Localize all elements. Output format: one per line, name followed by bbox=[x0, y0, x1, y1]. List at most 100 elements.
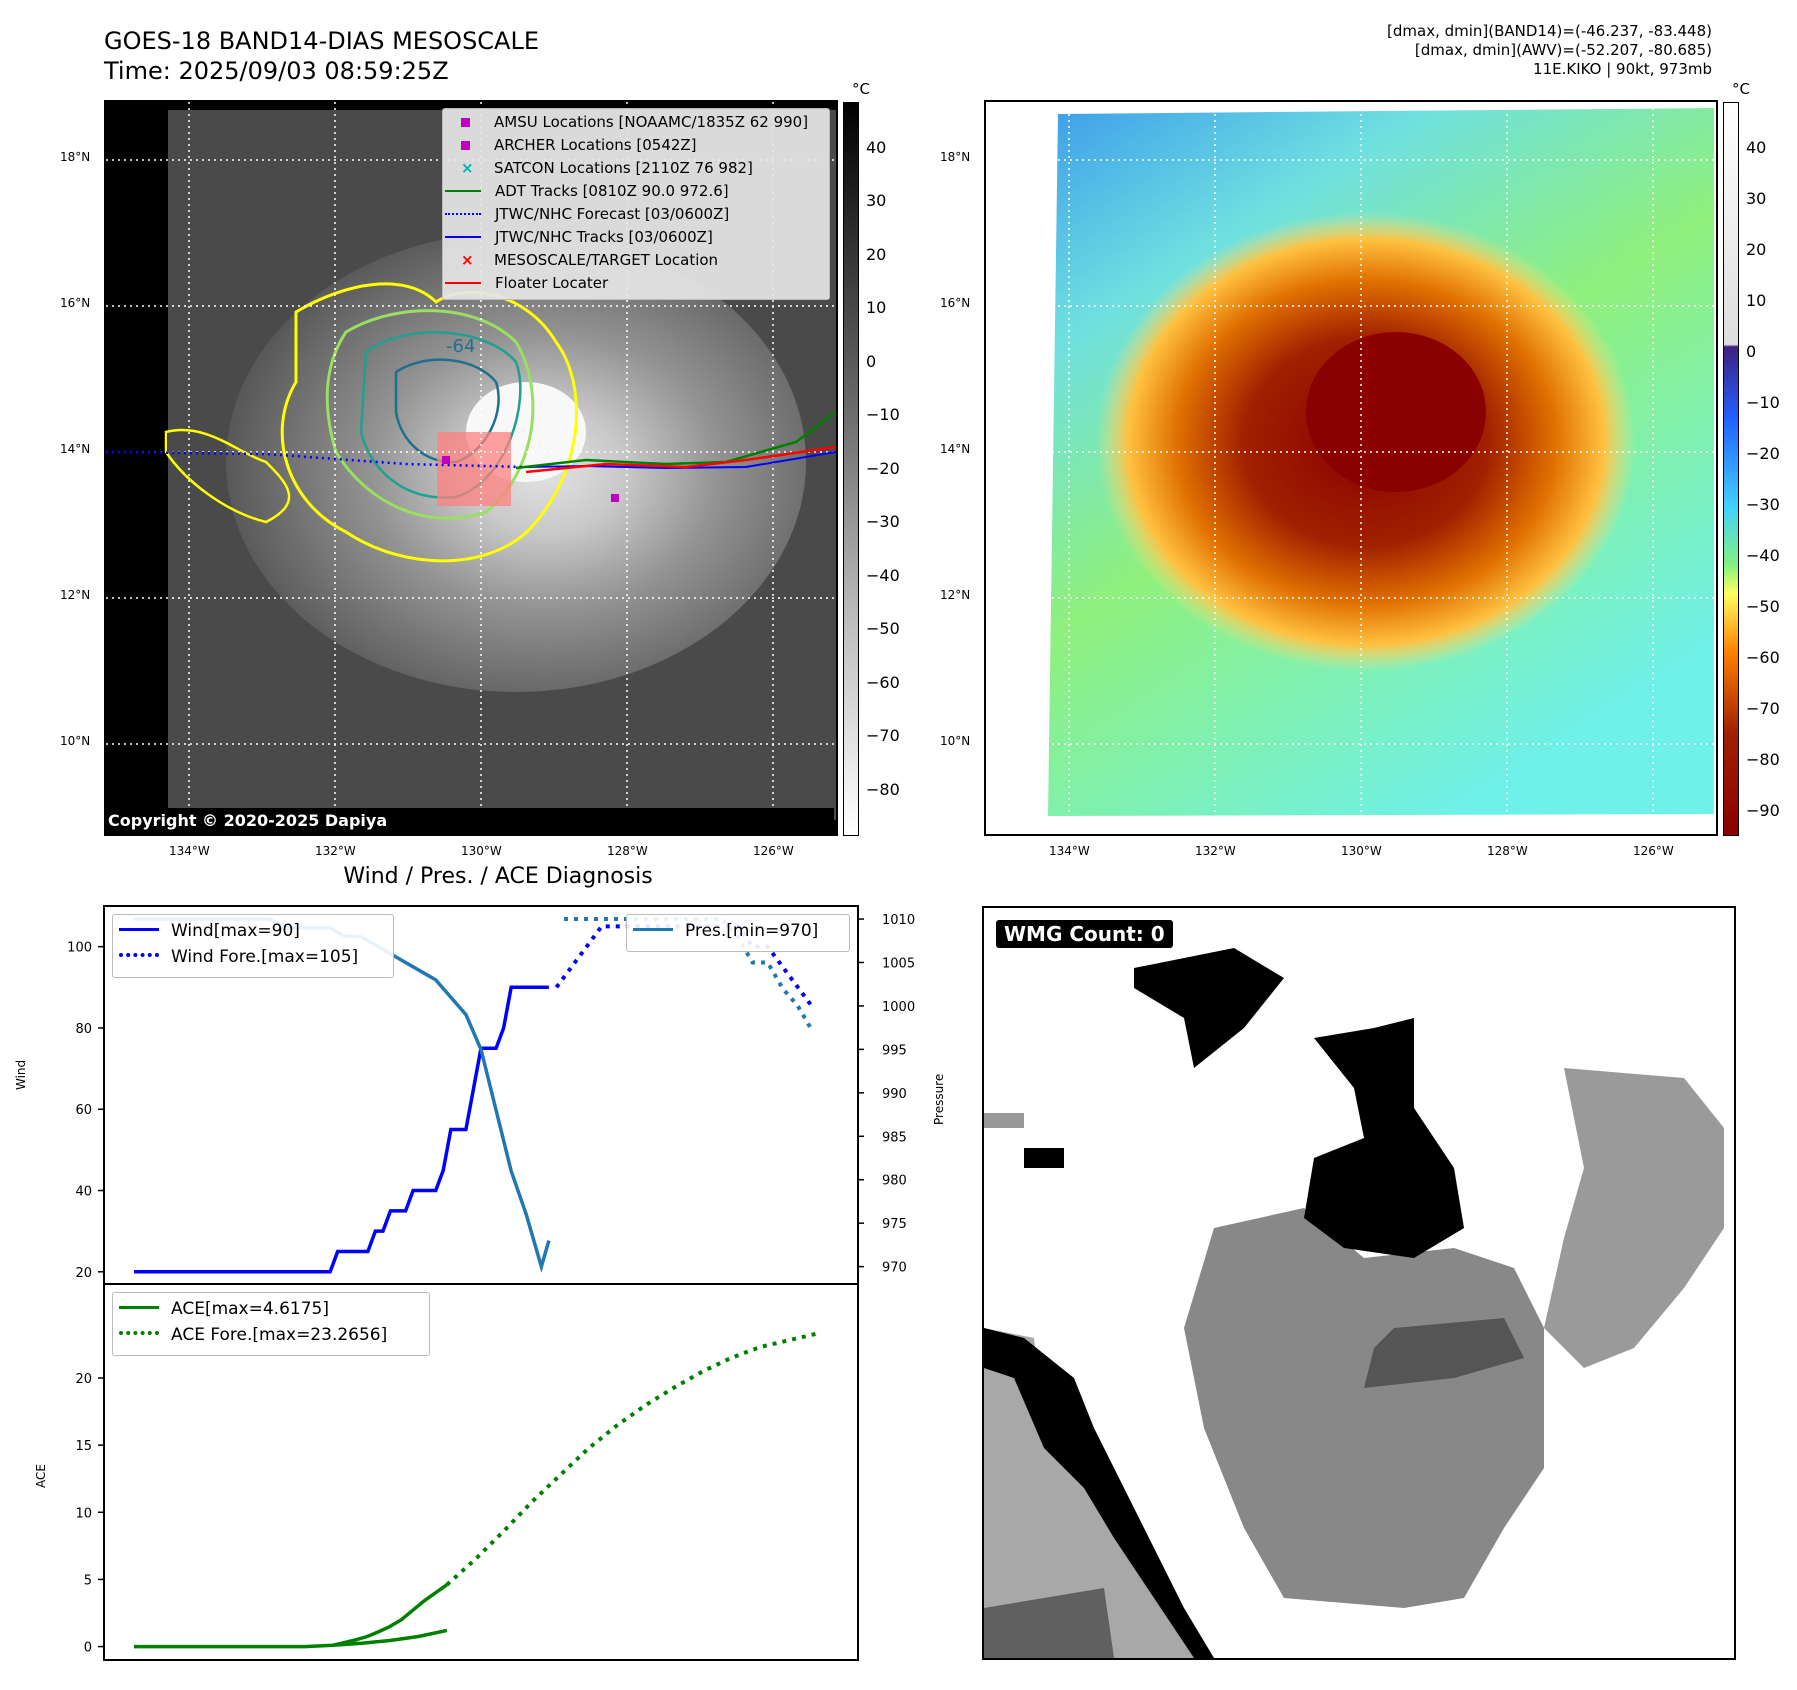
square-marker-icon bbox=[461, 141, 470, 150]
wind-legend: Wind[max=90] Wind Fore.[max=105] bbox=[112, 914, 394, 978]
series-line bbox=[134, 1628, 448, 1649]
colorbar-tick-label: −70 bbox=[866, 726, 900, 746]
y-tick-label: 15 bbox=[75, 1439, 92, 1454]
ir-legend: AMSU Locations [NOAAMC/1835Z 62 990] ARC… bbox=[442, 108, 830, 300]
diagnosis-title: Wind / Pres. / ACE Diagnosis bbox=[343, 864, 653, 889]
wmg-darkgray-region bbox=[1364, 1318, 1524, 1388]
colorbar-tick-label: −60 bbox=[1746, 647, 1780, 667]
y-tick-label: 60 bbox=[75, 1103, 92, 1118]
line-dot-icon bbox=[445, 236, 481, 238]
contour-yellow-outer bbox=[280, 282, 578, 563]
longitude-label: 132°W bbox=[1195, 844, 1236, 858]
latitude-label: 18°N bbox=[940, 150, 971, 164]
legend-item-adt: ADT Tracks [0810Z 90.0 972.6] bbox=[443, 182, 729, 202]
dotted-line-icon bbox=[445, 213, 481, 215]
longitude-label: 132°W bbox=[315, 844, 356, 858]
legend-item-tracks: JTWC/NHC Tracks [03/0600Z] bbox=[443, 228, 713, 248]
y2-tick-label: 990 bbox=[882, 1087, 907, 1102]
y2-tick-label: 980 bbox=[882, 1174, 907, 1189]
wmg-svg bbox=[984, 948, 1724, 1658]
info-band14: [dmax, dmin](BAND14)=(-46.237, -83.448) bbox=[1387, 22, 1712, 40]
colorbar-tick-label: −50 bbox=[1746, 596, 1780, 616]
figure-title: GOES-18 BAND14-DIAS MESOSCALE Time: 2025/… bbox=[104, 26, 539, 86]
legend-item-wind-fore: Wind Fore.[max=105] bbox=[113, 947, 358, 967]
y-tick-label: 80 bbox=[75, 1022, 92, 1037]
ace-axis-label: ACE bbox=[34, 1464, 48, 1488]
contour-label: -64 bbox=[446, 336, 475, 357]
y2-tick-label: 1005 bbox=[882, 956, 915, 971]
colorbar-tick-label: −90 bbox=[1746, 800, 1780, 820]
y-tick-label: 0 bbox=[84, 1641, 92, 1656]
latitude-label: 16°N bbox=[60, 296, 91, 310]
enhanced-colorbar bbox=[1723, 102, 1739, 836]
colorbar-tick-label: −70 bbox=[1746, 698, 1780, 718]
ace-legend: ACE[max=4.6175] ACE Fore.[max=23.2656] bbox=[112, 1292, 430, 1356]
colorbar-tick-label: 10 bbox=[1746, 290, 1767, 310]
archer-marker bbox=[611, 494, 619, 502]
y-tick-label: 20 bbox=[75, 1372, 92, 1387]
series-line bbox=[134, 985, 549, 1274]
wmg-black-top bbox=[1134, 948, 1284, 1068]
wmg-panel bbox=[982, 906, 1736, 1660]
line-marker-icon bbox=[445, 190, 481, 192]
amsu-marker bbox=[442, 456, 450, 464]
wmg-dark-corner bbox=[984, 1588, 1114, 1658]
longitude-label: 134°W bbox=[1049, 844, 1090, 858]
colorbar-tick-label: −30 bbox=[1746, 494, 1780, 514]
info-storm: 11E.KIKO | 90kt, 973mb bbox=[1533, 60, 1712, 78]
legend-item-mesoscale: × MESOSCALE/TARGET Location bbox=[461, 251, 719, 269]
title-line-2: Time: 2025/09/03 08:59:25Z bbox=[104, 57, 449, 85]
series-line bbox=[332, 1583, 448, 1647]
latitude-label: 10°N bbox=[60, 734, 91, 748]
storm-info: [dmax, dmin](BAND14)=(-46.237, -83.448)[… bbox=[1387, 22, 1712, 79]
y2-tick-label: 985 bbox=[882, 1130, 907, 1145]
dotted-line-icon bbox=[119, 1331, 159, 1335]
legend-item-ace: ACE[max=4.6175] bbox=[113, 1299, 329, 1319]
longitude-label: 128°W bbox=[607, 844, 648, 858]
line-marker-icon bbox=[633, 928, 673, 931]
mesoscale-target-box bbox=[437, 432, 511, 506]
enhanced-map-svg bbox=[986, 102, 1716, 834]
adt-track bbox=[515, 411, 836, 470]
legend-item-forecast: JTWC/NHC Forecast [03/0600Z] bbox=[443, 205, 729, 225]
colorbar-tick-label: −20 bbox=[866, 458, 900, 478]
colorbar-tick-label: 20 bbox=[1746, 239, 1767, 259]
info-awv: [dmax, dmin](AWV)=(-52.207, -80.685) bbox=[1414, 41, 1712, 59]
colorbar-tick-label: −20 bbox=[1746, 443, 1780, 463]
longitude-label: 130°W bbox=[461, 844, 502, 858]
colorbar-tick-label: 0 bbox=[866, 351, 877, 371]
line-marker-icon bbox=[119, 928, 159, 931]
latitude-label: 16°N bbox=[940, 296, 971, 310]
contour-blue-inner bbox=[394, 358, 500, 464]
longitude-label: 134°W bbox=[169, 844, 210, 858]
enhanced-gridlines bbox=[986, 102, 1716, 834]
longitude-label: 128°W bbox=[1487, 844, 1528, 858]
y-tick-label: 5 bbox=[84, 1573, 92, 1588]
colorbar-tick-label: 10 bbox=[866, 298, 887, 318]
enhanced-cdo bbox=[1306, 332, 1486, 492]
pressure-legend: Pres.[min=970] bbox=[626, 914, 850, 952]
wmg-gray-east bbox=[1544, 1068, 1724, 1368]
wmg-count-badge: WMG Count: 0 bbox=[996, 920, 1173, 948]
latitude-label: 14°N bbox=[940, 442, 971, 456]
colorbar-tick-label: −10 bbox=[1746, 392, 1780, 412]
wmg-gray-region bbox=[1184, 1208, 1544, 1608]
floater-track bbox=[525, 445, 836, 474]
colorbar-tick-label: 40 bbox=[1746, 138, 1767, 157]
wmg-black-patch bbox=[1024, 1148, 1064, 1168]
series-line bbox=[445, 1331, 818, 1587]
title-line-1: GOES-18 BAND14-DIAS MESOSCALE bbox=[104, 27, 540, 55]
colorbar-tick-label: −80 bbox=[866, 779, 900, 799]
legend-item-satcon: × SATCON Locations [2110Z 76 982] bbox=[461, 159, 753, 177]
longitude-label: 126°W bbox=[753, 844, 794, 858]
y-tick-label: 10 bbox=[75, 1506, 92, 1521]
y2-tick-label: 995 bbox=[882, 1043, 907, 1058]
enhanced-map-panel bbox=[984, 100, 1718, 836]
colorbar-tick-label: −50 bbox=[866, 619, 900, 639]
line-marker-icon bbox=[445, 282, 481, 284]
latitude-label: 12°N bbox=[940, 588, 971, 602]
ir-colorbar-unit: °C bbox=[852, 80, 870, 98]
colorbar-tick-label: 0 bbox=[1746, 341, 1757, 361]
x-marker-icon: × bbox=[461, 251, 474, 269]
wmg-black-band bbox=[984, 1328, 1214, 1658]
